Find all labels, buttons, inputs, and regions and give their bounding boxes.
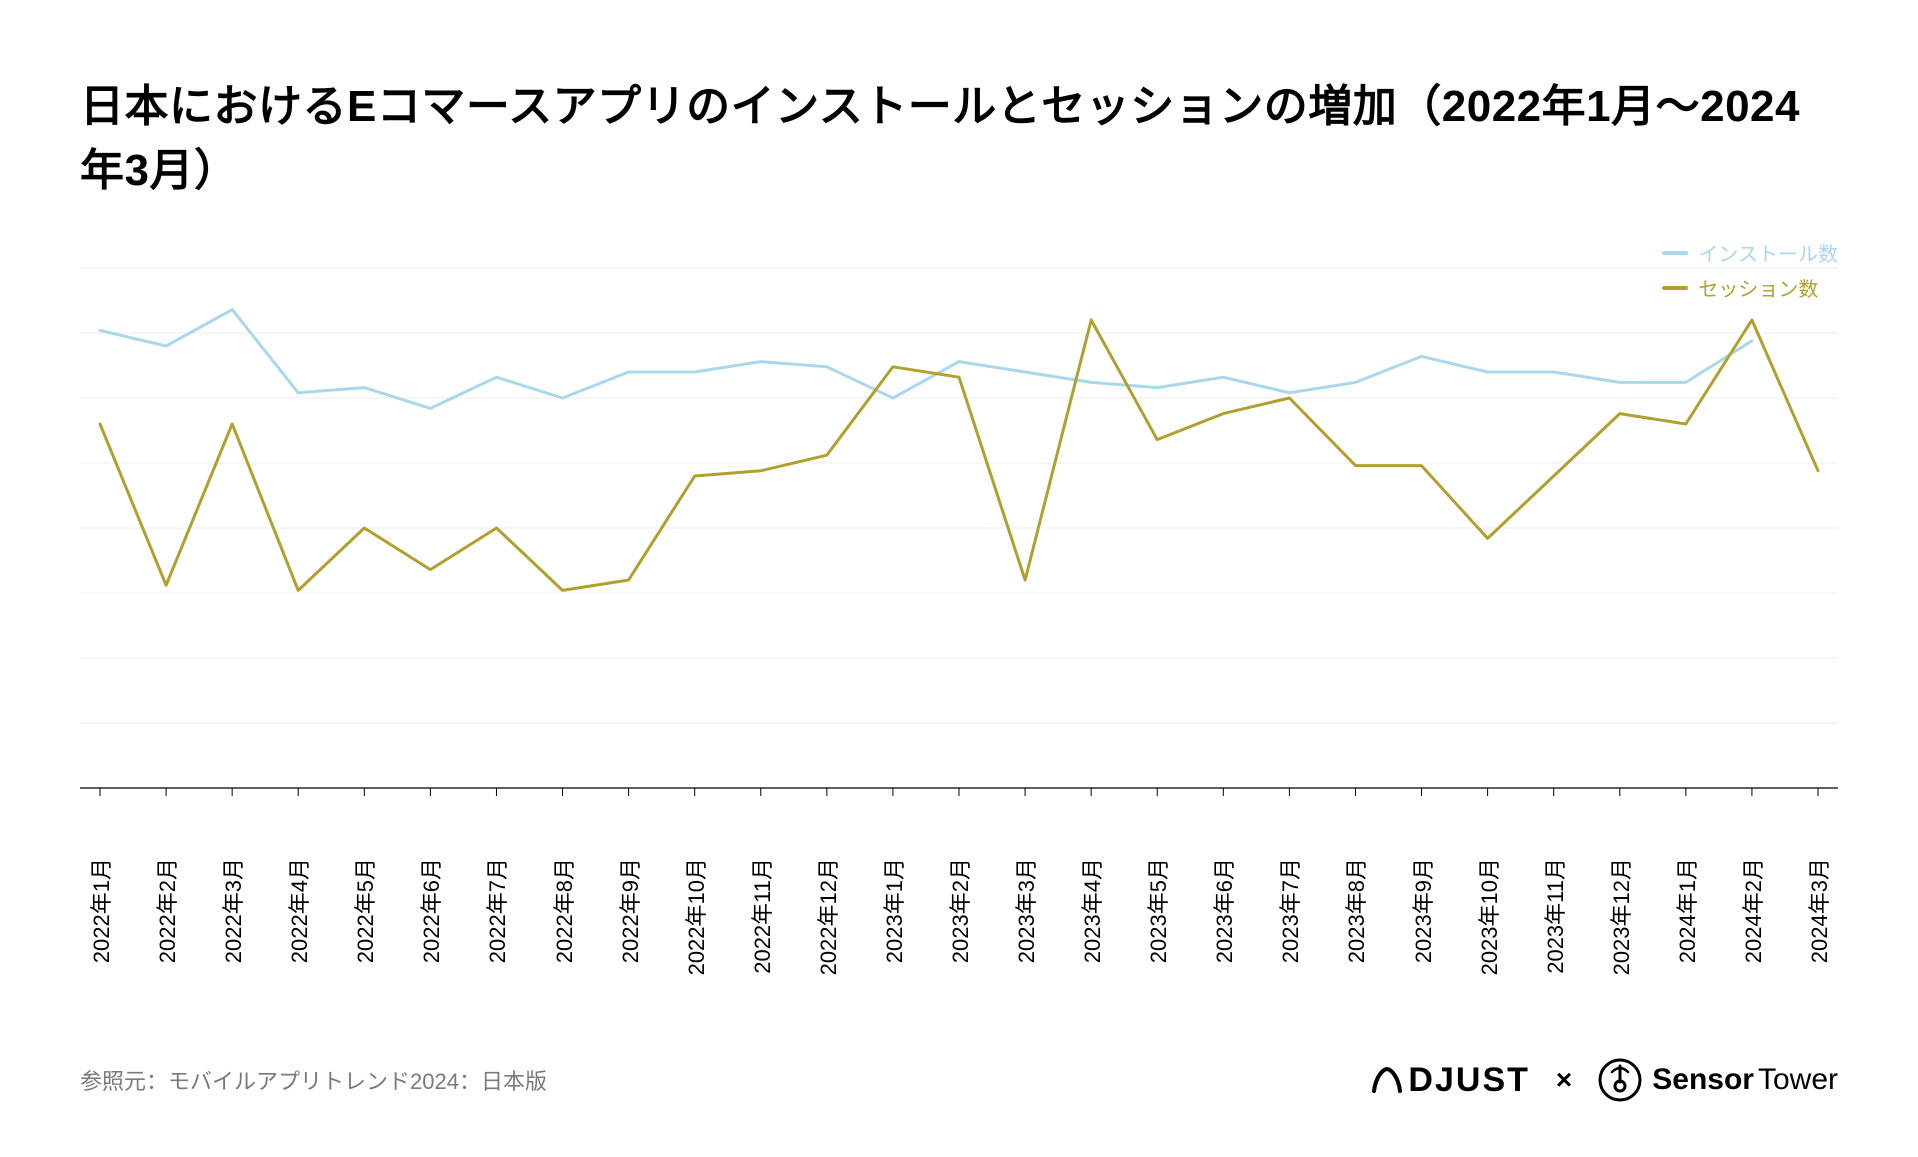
adjust-logo-text: DJUST [1408,1061,1529,1100]
x-axis-label: 2022年11月 [745,858,777,974]
x-axis-label: 2023年8月 [1339,858,1371,963]
logo-separator: × [1556,1064,1572,1096]
adjust-logo: DJUST [1370,1061,1529,1100]
x-axis-label: 2023年1月 [877,858,909,963]
x-axis-label: 2022年7月 [480,858,512,963]
x-axis-label: 2022年4月 [282,858,314,963]
x-axis-label: 2023年5月 [1141,858,1173,963]
x-axis-label: 2023年7月 [1273,858,1305,963]
x-axis-label: 2022年2月 [150,858,182,963]
x-axis-label: 2022年9月 [613,858,645,963]
x-axis-label: 2022年12月 [811,858,843,975]
series-line [100,310,1752,409]
x-axis-label: 2023年6月 [1207,858,1239,963]
sensortower-logo-icon [1598,1058,1642,1102]
x-axis-label: 2023年4月 [1075,858,1107,963]
sensortower-logo-text-2: Tower [1758,1063,1838,1096]
legend-item: セッション数 [1662,273,1838,302]
adjust-logo-icon [1370,1063,1404,1097]
x-axis-label: 2024年1月 [1670,858,1702,963]
legend-swatch [1662,251,1688,255]
x-axis-label: 2022年6月 [414,858,446,963]
x-axis-label: 2022年5月 [348,858,380,963]
legend-swatch [1662,286,1688,290]
x-axis-label: 2022年3月 [216,858,248,963]
x-axis-label: 2023年2月 [943,858,975,963]
source-caption: 参照元：モバイルアプリトレンド2024：日本版 [80,1064,547,1096]
line-chart [80,238,1838,848]
chart-container: インストール数セッション数 2022年1月2022年2月2022年3月2022年… [80,238,1838,1018]
chart-title: 日本におけるEコマースアプリのインストールとセッションの増加（2022年1月～2… [80,70,1838,198]
x-axis-labels: 2022年1月 2022年2月 2022年3月 2022年4月 2022年5月 2022年… [80,848,1838,1018]
legend-item: インストール数 [1662,238,1838,267]
sensortower-logo: SensorTower [1598,1058,1838,1102]
x-axis-label: 2022年1月 [84,858,116,963]
x-axis-label: 2023年11月 [1538,858,1570,974]
sensortower-logo-text-1: Sensor [1652,1063,1754,1096]
x-axis-label: 2022年8月 [547,858,579,963]
x-axis-label: 2023年3月 [1009,858,1041,963]
x-axis-label: 2023年9月 [1406,858,1438,963]
x-axis-label: 2024年2月 [1736,858,1768,963]
x-axis-label: 2022年10月 [679,858,711,975]
legend: インストール数セッション数 [1662,238,1838,308]
x-axis-label: 2024年3月 [1802,858,1834,963]
footer-logos: DJUST × SensorTower [1370,1058,1838,1102]
legend-label: インストール数 [1698,238,1838,267]
legend-label: セッション数 [1698,273,1818,302]
x-axis-label: 2023年12月 [1604,858,1636,975]
x-axis-label: 2023年10月 [1472,858,1504,975]
